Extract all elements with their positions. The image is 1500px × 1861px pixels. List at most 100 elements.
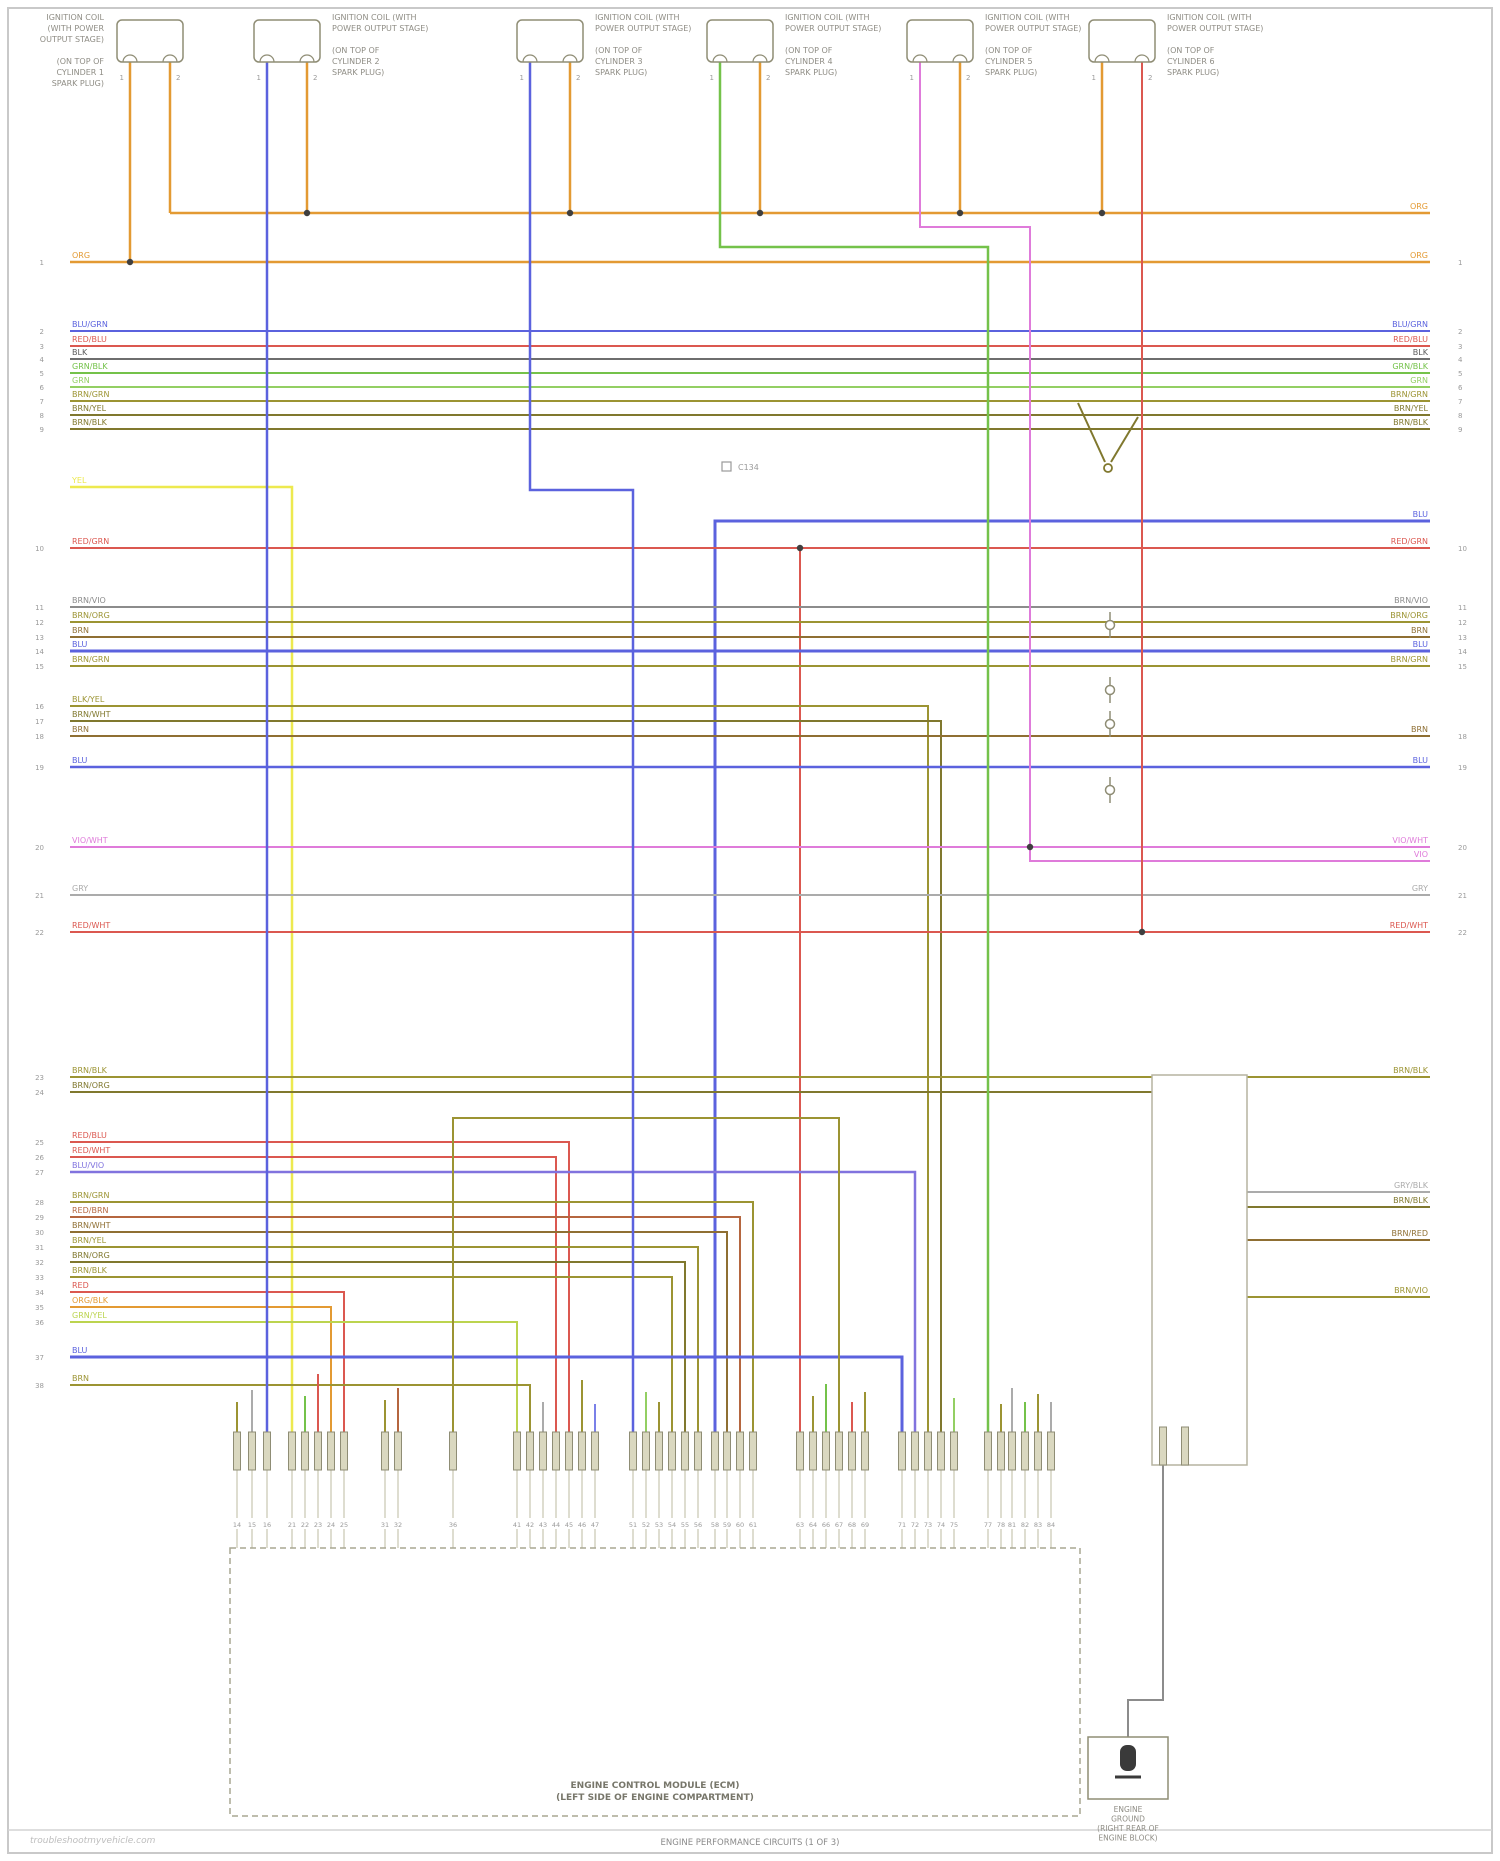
ecm-pin: [937, 1431, 945, 1471]
wire-number: 5: [40, 370, 44, 378]
pin-number: 84: [1047, 1521, 1055, 1529]
wire: [70, 705, 929, 1432]
ecm-pin: [578, 1431, 586, 1471]
pin-number: 72: [911, 1521, 919, 1529]
coil-connector: [906, 19, 974, 63]
wire: [70, 1201, 754, 1432]
pin-number: 71: [898, 1521, 906, 1529]
ecm-pin: [1021, 1431, 1029, 1471]
wire-label: GRN/BLK: [72, 362, 108, 371]
wire-label: RED/BLU: [1393, 335, 1428, 344]
pin-number-bg: [859, 1518, 871, 1529]
wire-label: BLU: [1413, 756, 1429, 765]
junction-dot: [756, 209, 764, 217]
wire-number: 19: [1458, 764, 1467, 772]
coil-terminal-arc: [1094, 54, 1110, 63]
wire-number: 10: [1458, 545, 1467, 553]
wire-label: BRN/YEL: [72, 1236, 107, 1245]
terminal-number: 2: [766, 74, 770, 82]
watermark: troubleshootmyvehicle.com: [30, 1836, 156, 1846]
wire-number: 4: [40, 356, 45, 364]
module-pin: [1181, 1426, 1189, 1466]
pin-number-bg: [379, 1518, 391, 1529]
component-label: IGNITION COIL: [46, 13, 104, 22]
ecm-pin: [694, 1431, 702, 1471]
wire-label: BLU: [72, 1346, 88, 1355]
component-label: POWER OUTPUT STAGE): [985, 24, 1081, 33]
pin-number-bg: [576, 1518, 588, 1529]
coil-terminal-arc: [299, 54, 315, 63]
pin-number-bg: [747, 1518, 759, 1529]
junction-dot: [796, 544, 804, 552]
terminal-number: 2: [176, 74, 180, 82]
wire-number: 18: [35, 733, 44, 741]
wire-number: 13: [1458, 634, 1467, 642]
ecm-pin: [950, 1431, 958, 1471]
coil-terminal-arc: [259, 54, 275, 63]
wire-label: BRN/ORG: [1390, 611, 1428, 620]
wire-label: GRN: [1410, 376, 1428, 385]
ecm-pin: [796, 1431, 804, 1471]
pin-number: 25: [340, 1521, 348, 1529]
ecm-pin: [301, 1431, 309, 1471]
wire: [70, 1321, 518, 1432]
ecm-pin: [629, 1431, 637, 1471]
junction-dot: [303, 209, 311, 217]
coil-terminal-arc: [562, 54, 578, 63]
wire-label: BLU: [72, 756, 88, 765]
pin-number-bg: [392, 1518, 404, 1529]
wire-label: BRN/GRN: [72, 1191, 109, 1200]
pin-number-bg: [563, 1518, 575, 1529]
wire-number: 20: [1458, 844, 1467, 852]
component-label: IGNITION COIL (WITH: [1167, 13, 1252, 22]
note-square-icon: [721, 461, 732, 472]
component-label: (ON TOP OF: [595, 46, 643, 55]
pin-number-bg: [589, 1518, 601, 1529]
coil-terminal-arc: [912, 54, 928, 63]
ecm-pin: [984, 1431, 992, 1471]
ecm-pin: [513, 1431, 521, 1471]
wire-label: GRN: [72, 376, 90, 385]
terminal-number: 1: [1092, 74, 1096, 82]
wire: [70, 1170, 917, 1432]
wire: [70, 1231, 728, 1432]
pin-number-bg: [640, 1518, 652, 1529]
wire: [713, 519, 1430, 1432]
wire-label: BRN: [72, 725, 89, 734]
wire: [70, 1156, 557, 1432]
pin-number: 56: [694, 1521, 702, 1529]
wire-number: 5: [1458, 370, 1462, 378]
ecm-pin: [233, 1431, 241, 1471]
component-label: (ON TOP OF: [985, 46, 1033, 55]
ecm-pin: [539, 1431, 547, 1471]
wire-number: 2: [40, 328, 44, 336]
pin-number-bg: [246, 1518, 258, 1529]
pin-number: 51: [629, 1521, 637, 1529]
component-label: POWER OUTPUT STAGE): [332, 24, 428, 33]
wire-number: 11: [35, 604, 44, 612]
terminal-number: 1: [910, 74, 914, 82]
component-label: SPARK PLUG): [1167, 68, 1219, 77]
ecm-pin: [911, 1431, 919, 1471]
wire-number: 29: [35, 1214, 44, 1222]
pin-number: 21: [288, 1521, 296, 1529]
pin-number-bg: [338, 1518, 350, 1529]
wire: [70, 485, 294, 1432]
ground-label: (RIGHT REAR OF: [1097, 1824, 1159, 1833]
component-label: POWER OUTPUT STAGE): [1167, 24, 1263, 33]
component-label: CYLINDER 5: [985, 57, 1033, 66]
ecm-pin: [288, 1431, 296, 1471]
wire-number: 22: [1458, 929, 1467, 937]
component-label: IGNITION COIL (WITH: [595, 13, 680, 22]
note-label: C134: [738, 463, 759, 472]
ecm-pin: [340, 1431, 348, 1471]
wire-label: RED/WHT: [72, 1146, 110, 1155]
pin-number: 55: [681, 1521, 689, 1529]
wire-number: 13: [35, 634, 44, 642]
pin-number-bg: [537, 1518, 549, 1529]
ecm-pin: [848, 1431, 856, 1471]
wire-label: BRN: [72, 1374, 89, 1383]
component-label: OUTPUT STAGE): [40, 35, 104, 44]
wire-label: BRN/ORG: [72, 611, 110, 620]
coil-terminal-arc: [122, 54, 138, 63]
